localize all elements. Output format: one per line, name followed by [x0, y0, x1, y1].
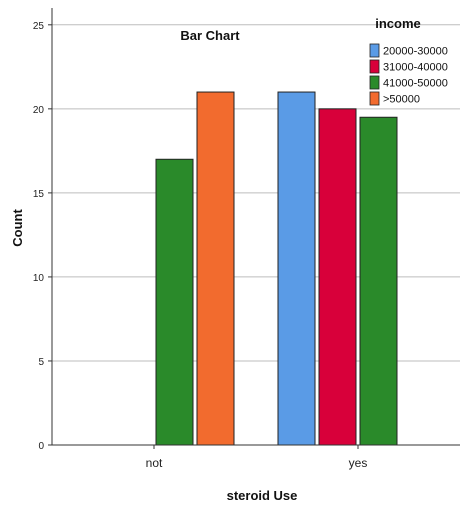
y-axis-title: Count	[10, 209, 25, 247]
legend-swatch	[369, 59, 380, 74]
y-tick-label: 5	[38, 357, 44, 368]
legend-swatch	[369, 43, 380, 58]
y-tick-label: 25	[33, 21, 45, 32]
gridlines	[52, 24, 460, 362]
legend-label: >50000	[383, 94, 420, 106]
axes	[48, 8, 460, 449]
chart-title: Bar Chart	[180, 28, 240, 43]
legend-label: 41000-50000	[383, 78, 448, 90]
x-axis-title: steroid Use	[227, 488, 298, 503]
y-tick-label: 0	[38, 441, 44, 452]
x-tick-label: yes	[349, 456, 368, 470]
legend-items: 20000-30000 31000-40000 41000-50000 >50000	[369, 43, 448, 106]
bars	[155, 91, 398, 446]
legend-label: 31000-40000	[383, 62, 448, 74]
x-tick-label: not	[146, 456, 163, 470]
legend-swatch	[369, 75, 380, 90]
y-tick-labels: 0 5 10 15 20 25	[33, 21, 45, 452]
y-tick-label: 20	[33, 105, 45, 116]
legend-label: 20000-30000	[383, 46, 448, 58]
bar-yes-2	[359, 116, 398, 446]
x-tick-labels: not yes	[146, 456, 368, 470]
legend: income 20000-30000 31000-40000 41000-50000…	[369, 16, 448, 106]
bar-yes-1	[318, 108, 357, 446]
bar-yes-0	[277, 91, 316, 446]
bar-not-2	[155, 158, 194, 446]
legend-swatch	[369, 91, 380, 106]
legend-title: income	[375, 16, 421, 31]
y-tick-label: 10	[33, 273, 45, 284]
bar-not-3	[196, 91, 235, 446]
y-tick-label: 15	[33, 189, 45, 200]
